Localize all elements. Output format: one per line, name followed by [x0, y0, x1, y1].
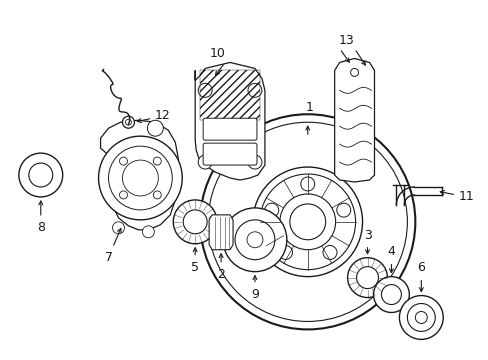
Circle shape	[356, 267, 378, 289]
Circle shape	[246, 232, 263, 248]
Circle shape	[399, 296, 442, 339]
Polygon shape	[209, 215, 233, 250]
Text: 7: 7	[104, 251, 112, 264]
Circle shape	[414, 311, 427, 323]
Text: 4: 4	[386, 245, 395, 258]
Circle shape	[381, 285, 401, 305]
Circle shape	[19, 153, 62, 197]
Circle shape	[208, 122, 407, 321]
Text: 3: 3	[363, 229, 371, 242]
Circle shape	[122, 116, 134, 128]
Circle shape	[198, 84, 212, 97]
Text: 11: 11	[457, 190, 473, 203]
Circle shape	[29, 163, 53, 187]
Circle shape	[125, 119, 131, 125]
Circle shape	[235, 220, 274, 260]
Text: 2: 2	[217, 268, 224, 281]
Circle shape	[279, 194, 335, 250]
Text: 5: 5	[191, 261, 199, 274]
Text: 10: 10	[210, 47, 225, 60]
Circle shape	[350, 68, 358, 76]
Circle shape	[407, 303, 434, 332]
Circle shape	[223, 208, 286, 272]
Circle shape	[252, 167, 362, 276]
Text: 13: 13	[338, 34, 354, 47]
Circle shape	[198, 155, 212, 169]
Text: 6: 6	[417, 261, 425, 274]
Text: 9: 9	[250, 288, 258, 301]
Circle shape	[147, 120, 163, 136]
Circle shape	[119, 157, 127, 165]
Circle shape	[173, 200, 217, 244]
Circle shape	[153, 157, 161, 165]
Circle shape	[289, 204, 325, 240]
Circle shape	[142, 226, 154, 238]
Text: 8: 8	[37, 221, 45, 234]
Circle shape	[122, 160, 158, 196]
Circle shape	[119, 191, 127, 199]
Circle shape	[247, 84, 262, 97]
FancyBboxPatch shape	[203, 143, 256, 165]
Circle shape	[183, 210, 207, 234]
FancyBboxPatch shape	[203, 118, 256, 140]
Circle shape	[264, 203, 278, 217]
Circle shape	[323, 246, 336, 260]
Polygon shape	[101, 120, 178, 230]
Circle shape	[247, 155, 262, 169]
Text: 1: 1	[305, 101, 313, 114]
Circle shape	[336, 203, 350, 217]
Circle shape	[99, 136, 182, 220]
Circle shape	[108, 146, 172, 210]
Circle shape	[153, 191, 161, 199]
Circle shape	[373, 276, 408, 312]
Polygon shape	[334, 58, 374, 182]
Text: 12: 12	[154, 109, 170, 122]
Circle shape	[347, 258, 386, 298]
Circle shape	[112, 222, 124, 234]
Circle shape	[200, 114, 414, 329]
Circle shape	[278, 246, 292, 260]
Circle shape	[300, 177, 314, 191]
Polygon shape	[195, 62, 264, 180]
Circle shape	[260, 174, 355, 270]
